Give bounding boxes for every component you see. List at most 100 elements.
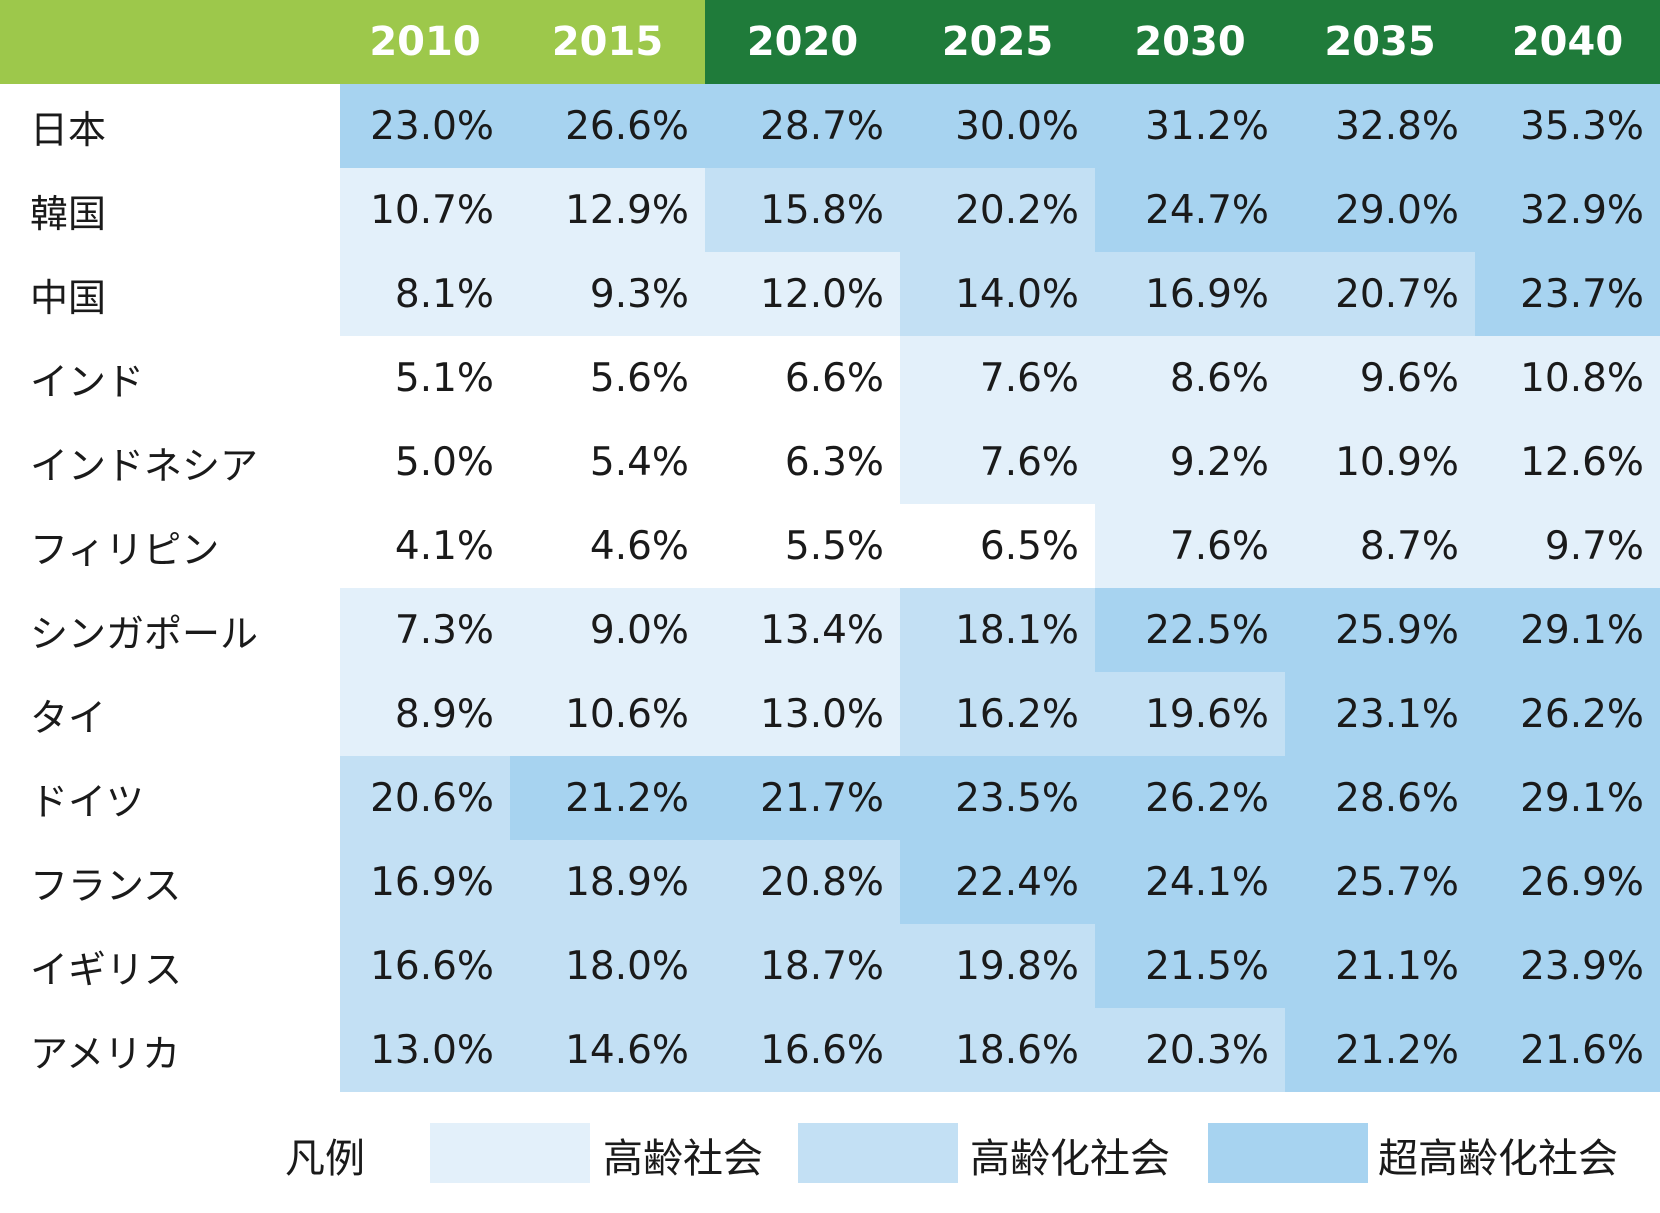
- table-cell: 21.2%: [1285, 1008, 1475, 1092]
- legend-swatch-aged: [798, 1123, 958, 1183]
- table-cell: 23.7%: [1475, 252, 1660, 336]
- table-cell: 9.3%: [510, 252, 705, 336]
- table-cell: 20.2%: [900, 168, 1095, 252]
- column-header-2025: 2025: [900, 0, 1095, 84]
- table-cell: 4.6%: [510, 504, 705, 588]
- row-label: インドネシア: [30, 443, 259, 488]
- legend-swatch-aging: [430, 1123, 590, 1183]
- table-cell: 5.4%: [510, 420, 705, 504]
- column-header-2010: 2010: [340, 0, 510, 84]
- row-label: フランス: [30, 863, 182, 908]
- table-cell: 5.1%: [340, 336, 510, 420]
- table-cell: 24.1%: [1095, 840, 1285, 924]
- header-blank-cell: [0, 0, 340, 84]
- table-cell: 5.5%: [705, 504, 900, 588]
- column-header-2015: 2015: [510, 0, 705, 84]
- table-cell: 16.6%: [705, 1008, 900, 1092]
- table-cell: 7.3%: [340, 588, 510, 672]
- table-cell: 26.6%: [510, 84, 705, 168]
- table-cell: 18.9%: [510, 840, 705, 924]
- table-cell: 10.9%: [1285, 420, 1475, 504]
- table-cell: 24.7%: [1095, 168, 1285, 252]
- table-cell: 6.6%: [705, 336, 900, 420]
- table-cell: 12.6%: [1475, 420, 1660, 504]
- table-cell: 5.0%: [340, 420, 510, 504]
- table-cell: 30.0%: [900, 84, 1095, 168]
- table-cell: 21.6%: [1475, 1008, 1660, 1092]
- table-cell: 8.1%: [340, 252, 510, 336]
- table-cell: 16.9%: [1095, 252, 1285, 336]
- table-cell: 21.7%: [705, 756, 900, 840]
- table-cell: 18.1%: [900, 588, 1095, 672]
- table-cell: 28.6%: [1285, 756, 1475, 840]
- table-cell: 21.2%: [510, 756, 705, 840]
- legend-label-aging: 高齢社会: [603, 1136, 763, 1182]
- table-cell: 32.9%: [1475, 168, 1660, 252]
- table-cell: 21.1%: [1285, 924, 1475, 1008]
- table-cell: 20.6%: [340, 756, 510, 840]
- table-cell: 20.7%: [1285, 252, 1475, 336]
- column-header-2035: 2035: [1285, 0, 1475, 84]
- legend-swatch-super-aged: [1208, 1123, 1368, 1183]
- table-cell: 5.6%: [510, 336, 705, 420]
- table-cell: 7.6%: [900, 420, 1095, 504]
- table-cell: 22.5%: [1095, 588, 1285, 672]
- legend-label-aged: 高齢化社会: [970, 1136, 1170, 1182]
- table-cell: 15.8%: [705, 168, 900, 252]
- table-cell: 31.2%: [1095, 84, 1285, 168]
- table-cell: 16.6%: [340, 924, 510, 1008]
- table-cell: 25.9%: [1285, 588, 1475, 672]
- table-cell: 19.8%: [900, 924, 1095, 1008]
- table-cell: 29.0%: [1285, 168, 1475, 252]
- table-cell: 8.9%: [340, 672, 510, 756]
- table-cell: 23.9%: [1475, 924, 1660, 1008]
- legend-title: 凡例: [285, 1136, 365, 1182]
- row-label: シンガポール: [30, 611, 259, 656]
- table-cell: 25.7%: [1285, 840, 1475, 924]
- column-header-2040: 2040: [1475, 0, 1660, 84]
- table-cell: 23.0%: [340, 84, 510, 168]
- table-cell: 13.4%: [705, 588, 900, 672]
- row-label: ドイツ: [30, 779, 145, 824]
- table-cell: 26.2%: [1095, 756, 1285, 840]
- column-header-2030: 2030: [1095, 0, 1285, 84]
- table-cell: 20.8%: [705, 840, 900, 924]
- table-cell: 23.1%: [1285, 672, 1475, 756]
- table-cell: 9.6%: [1285, 336, 1475, 420]
- legend-label-super-aged: 超高齢化社会: [1378, 1136, 1618, 1182]
- table-cell: 18.7%: [705, 924, 900, 1008]
- table-cell: 13.0%: [705, 672, 900, 756]
- table-cell: 14.0%: [900, 252, 1095, 336]
- row-label: 韓国: [30, 191, 107, 236]
- table-cell: 28.7%: [705, 84, 900, 168]
- row-label: フィリピン: [30, 527, 220, 572]
- table-cell: 18.6%: [900, 1008, 1095, 1092]
- table-cell: 6.3%: [705, 420, 900, 504]
- table-cell: 22.4%: [900, 840, 1095, 924]
- table-cell: 13.0%: [340, 1008, 510, 1092]
- row-label: イギリス: [30, 947, 183, 992]
- table-cell: 7.6%: [900, 336, 1095, 420]
- table-cell: 19.6%: [1095, 672, 1285, 756]
- table-cell: 9.0%: [510, 588, 705, 672]
- table-cell: 16.2%: [900, 672, 1095, 756]
- table-cell: 9.7%: [1475, 504, 1660, 588]
- row-label: インド: [30, 359, 145, 404]
- row-label: 日本: [30, 107, 107, 152]
- table-cell: 16.9%: [340, 840, 510, 924]
- table-cell: 8.6%: [1095, 336, 1285, 420]
- table-cell: 29.1%: [1475, 588, 1660, 672]
- row-label: タイ: [30, 695, 107, 740]
- table-cell: 7.6%: [1095, 504, 1285, 588]
- table-cell: 6.5%: [900, 504, 1095, 588]
- table-cell: 23.5%: [900, 756, 1095, 840]
- table-cell: 14.6%: [510, 1008, 705, 1092]
- table-cell: 21.5%: [1095, 924, 1285, 1008]
- table-cell: 32.8%: [1285, 84, 1475, 168]
- table-cell: 8.7%: [1285, 504, 1475, 588]
- table-cell: 35.3%: [1475, 84, 1660, 168]
- column-header-2020: 2020: [705, 0, 900, 84]
- table-cell: 10.8%: [1475, 336, 1660, 420]
- table-cell: 26.9%: [1475, 840, 1660, 924]
- table-cell: 26.2%: [1475, 672, 1660, 756]
